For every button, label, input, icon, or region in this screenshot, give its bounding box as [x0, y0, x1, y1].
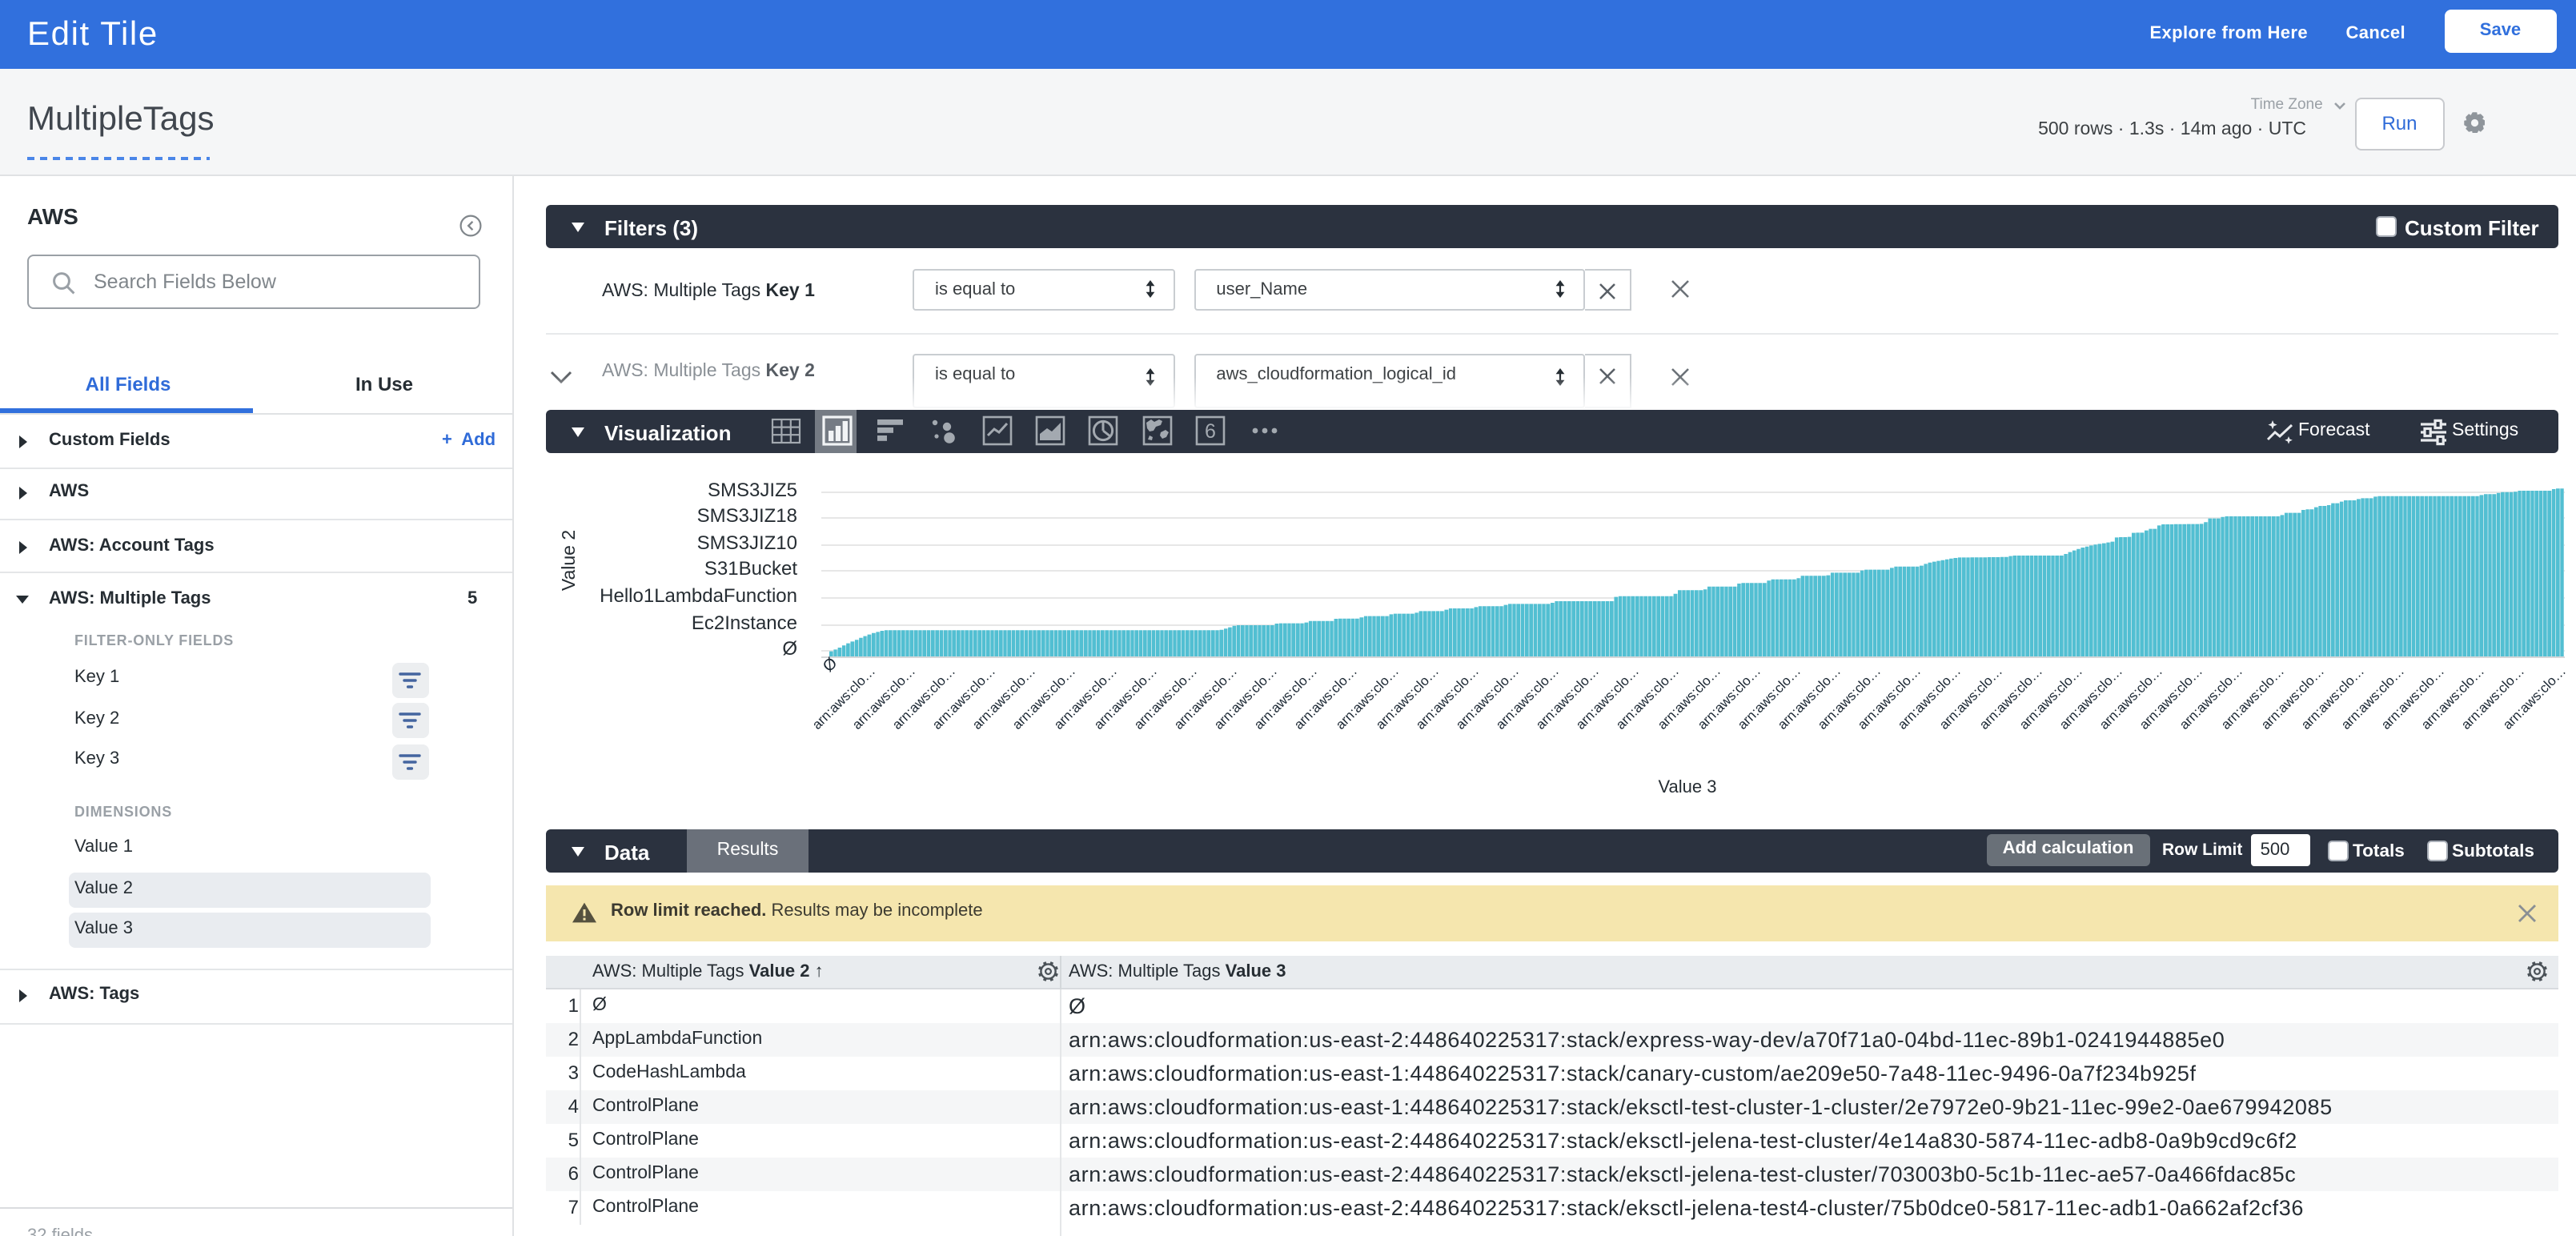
- svg-text:6: 6: [1205, 420, 1216, 443]
